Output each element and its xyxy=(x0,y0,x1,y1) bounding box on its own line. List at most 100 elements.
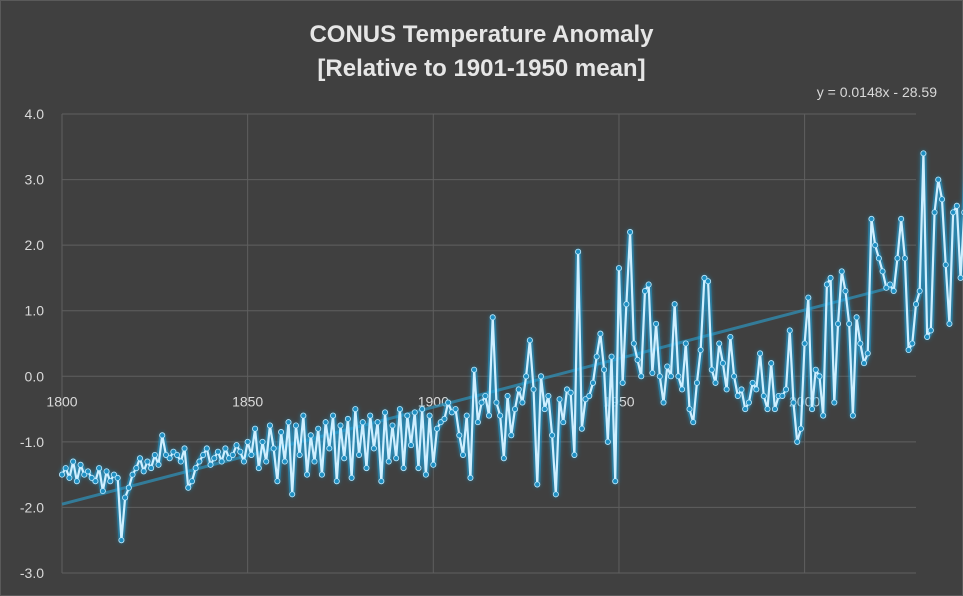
data-point xyxy=(338,423,343,428)
data-point xyxy=(219,459,224,464)
data-point xyxy=(423,472,428,477)
data-point xyxy=(720,361,725,366)
data-point xyxy=(312,459,317,464)
data-point xyxy=(743,406,748,411)
data-point xyxy=(490,315,495,320)
y-tick-label: 3.0 xyxy=(25,172,45,188)
data-point xyxy=(390,423,395,428)
data-point xyxy=(420,406,425,411)
data-point xyxy=(141,469,146,474)
data-point xyxy=(494,400,499,405)
data-point xyxy=(223,446,228,451)
data-point xyxy=(824,282,829,287)
data-point xyxy=(316,426,321,431)
data-point xyxy=(364,465,369,470)
data-point xyxy=(531,387,536,392)
data-point xyxy=(468,475,473,480)
data-point xyxy=(951,210,956,215)
data-point xyxy=(616,265,621,270)
data-point xyxy=(319,472,324,477)
data-point xyxy=(587,393,592,398)
data-point xyxy=(104,469,109,474)
data-point xyxy=(483,393,488,398)
data-point xyxy=(553,492,558,497)
data-point xyxy=(787,328,792,333)
data-point xyxy=(798,426,803,431)
data-point xyxy=(197,459,202,464)
data-point xyxy=(245,439,250,444)
data-point xyxy=(809,406,814,411)
data-point xyxy=(839,269,844,274)
data-point xyxy=(627,229,632,234)
data-point xyxy=(598,331,603,336)
series-line-glow xyxy=(62,140,963,540)
data-point xyxy=(278,429,283,434)
data-point xyxy=(167,456,172,461)
data-point xyxy=(394,456,399,461)
data-point xyxy=(360,420,365,425)
data-point xyxy=(609,354,614,359)
data-point xyxy=(683,341,688,346)
data-point xyxy=(657,374,662,379)
data-point xyxy=(832,400,837,405)
data-point xyxy=(869,216,874,221)
data-point xyxy=(646,282,651,287)
data-point xyxy=(880,269,885,274)
data-point xyxy=(921,151,926,156)
data-point xyxy=(152,452,157,457)
data-point xyxy=(204,446,209,451)
data-point xyxy=(453,406,458,411)
data-point xyxy=(252,426,257,431)
data-point xyxy=(74,479,79,484)
data-point xyxy=(100,488,105,493)
data-point xyxy=(189,479,194,484)
data-point xyxy=(954,203,959,208)
data-point xyxy=(379,479,384,484)
data-point xyxy=(739,387,744,392)
data-point xyxy=(123,495,128,500)
data-point xyxy=(304,472,309,477)
data-point xyxy=(200,452,205,457)
data-point xyxy=(182,446,187,451)
data-point xyxy=(709,367,714,372)
data-point xyxy=(271,446,276,451)
data-point xyxy=(821,413,826,418)
data-point xyxy=(594,354,599,359)
data-point xyxy=(63,465,68,470)
y-tick-label: 1.0 xyxy=(25,303,45,319)
data-point xyxy=(327,446,332,451)
data-point xyxy=(71,459,76,464)
data-point xyxy=(178,459,183,464)
data-point xyxy=(134,465,139,470)
data-point xyxy=(694,380,699,385)
data-point xyxy=(679,387,684,392)
data-point xyxy=(375,420,380,425)
data-point xyxy=(902,256,907,261)
data-point xyxy=(835,321,840,326)
data-point xyxy=(687,406,692,411)
data-point xyxy=(464,413,469,418)
data-point xyxy=(847,321,852,326)
data-point xyxy=(876,256,881,261)
data-point xyxy=(854,315,859,320)
data-point xyxy=(865,351,870,356)
data-point xyxy=(342,456,347,461)
data-point xyxy=(126,485,131,490)
y-tick-label: 0.0 xyxy=(25,368,45,384)
data-point xyxy=(542,406,547,411)
data-point xyxy=(817,374,822,379)
data-point xyxy=(368,413,373,418)
data-point xyxy=(887,282,892,287)
data-point xyxy=(642,288,647,293)
data-point xyxy=(928,328,933,333)
data-point xyxy=(906,347,911,352)
data-point xyxy=(215,449,220,454)
data-point xyxy=(557,397,562,402)
data-point xyxy=(602,367,607,372)
data-point xyxy=(731,374,736,379)
data-point xyxy=(691,420,696,425)
data-point xyxy=(717,341,722,346)
data-point xyxy=(524,374,529,379)
data-point xyxy=(301,413,306,418)
